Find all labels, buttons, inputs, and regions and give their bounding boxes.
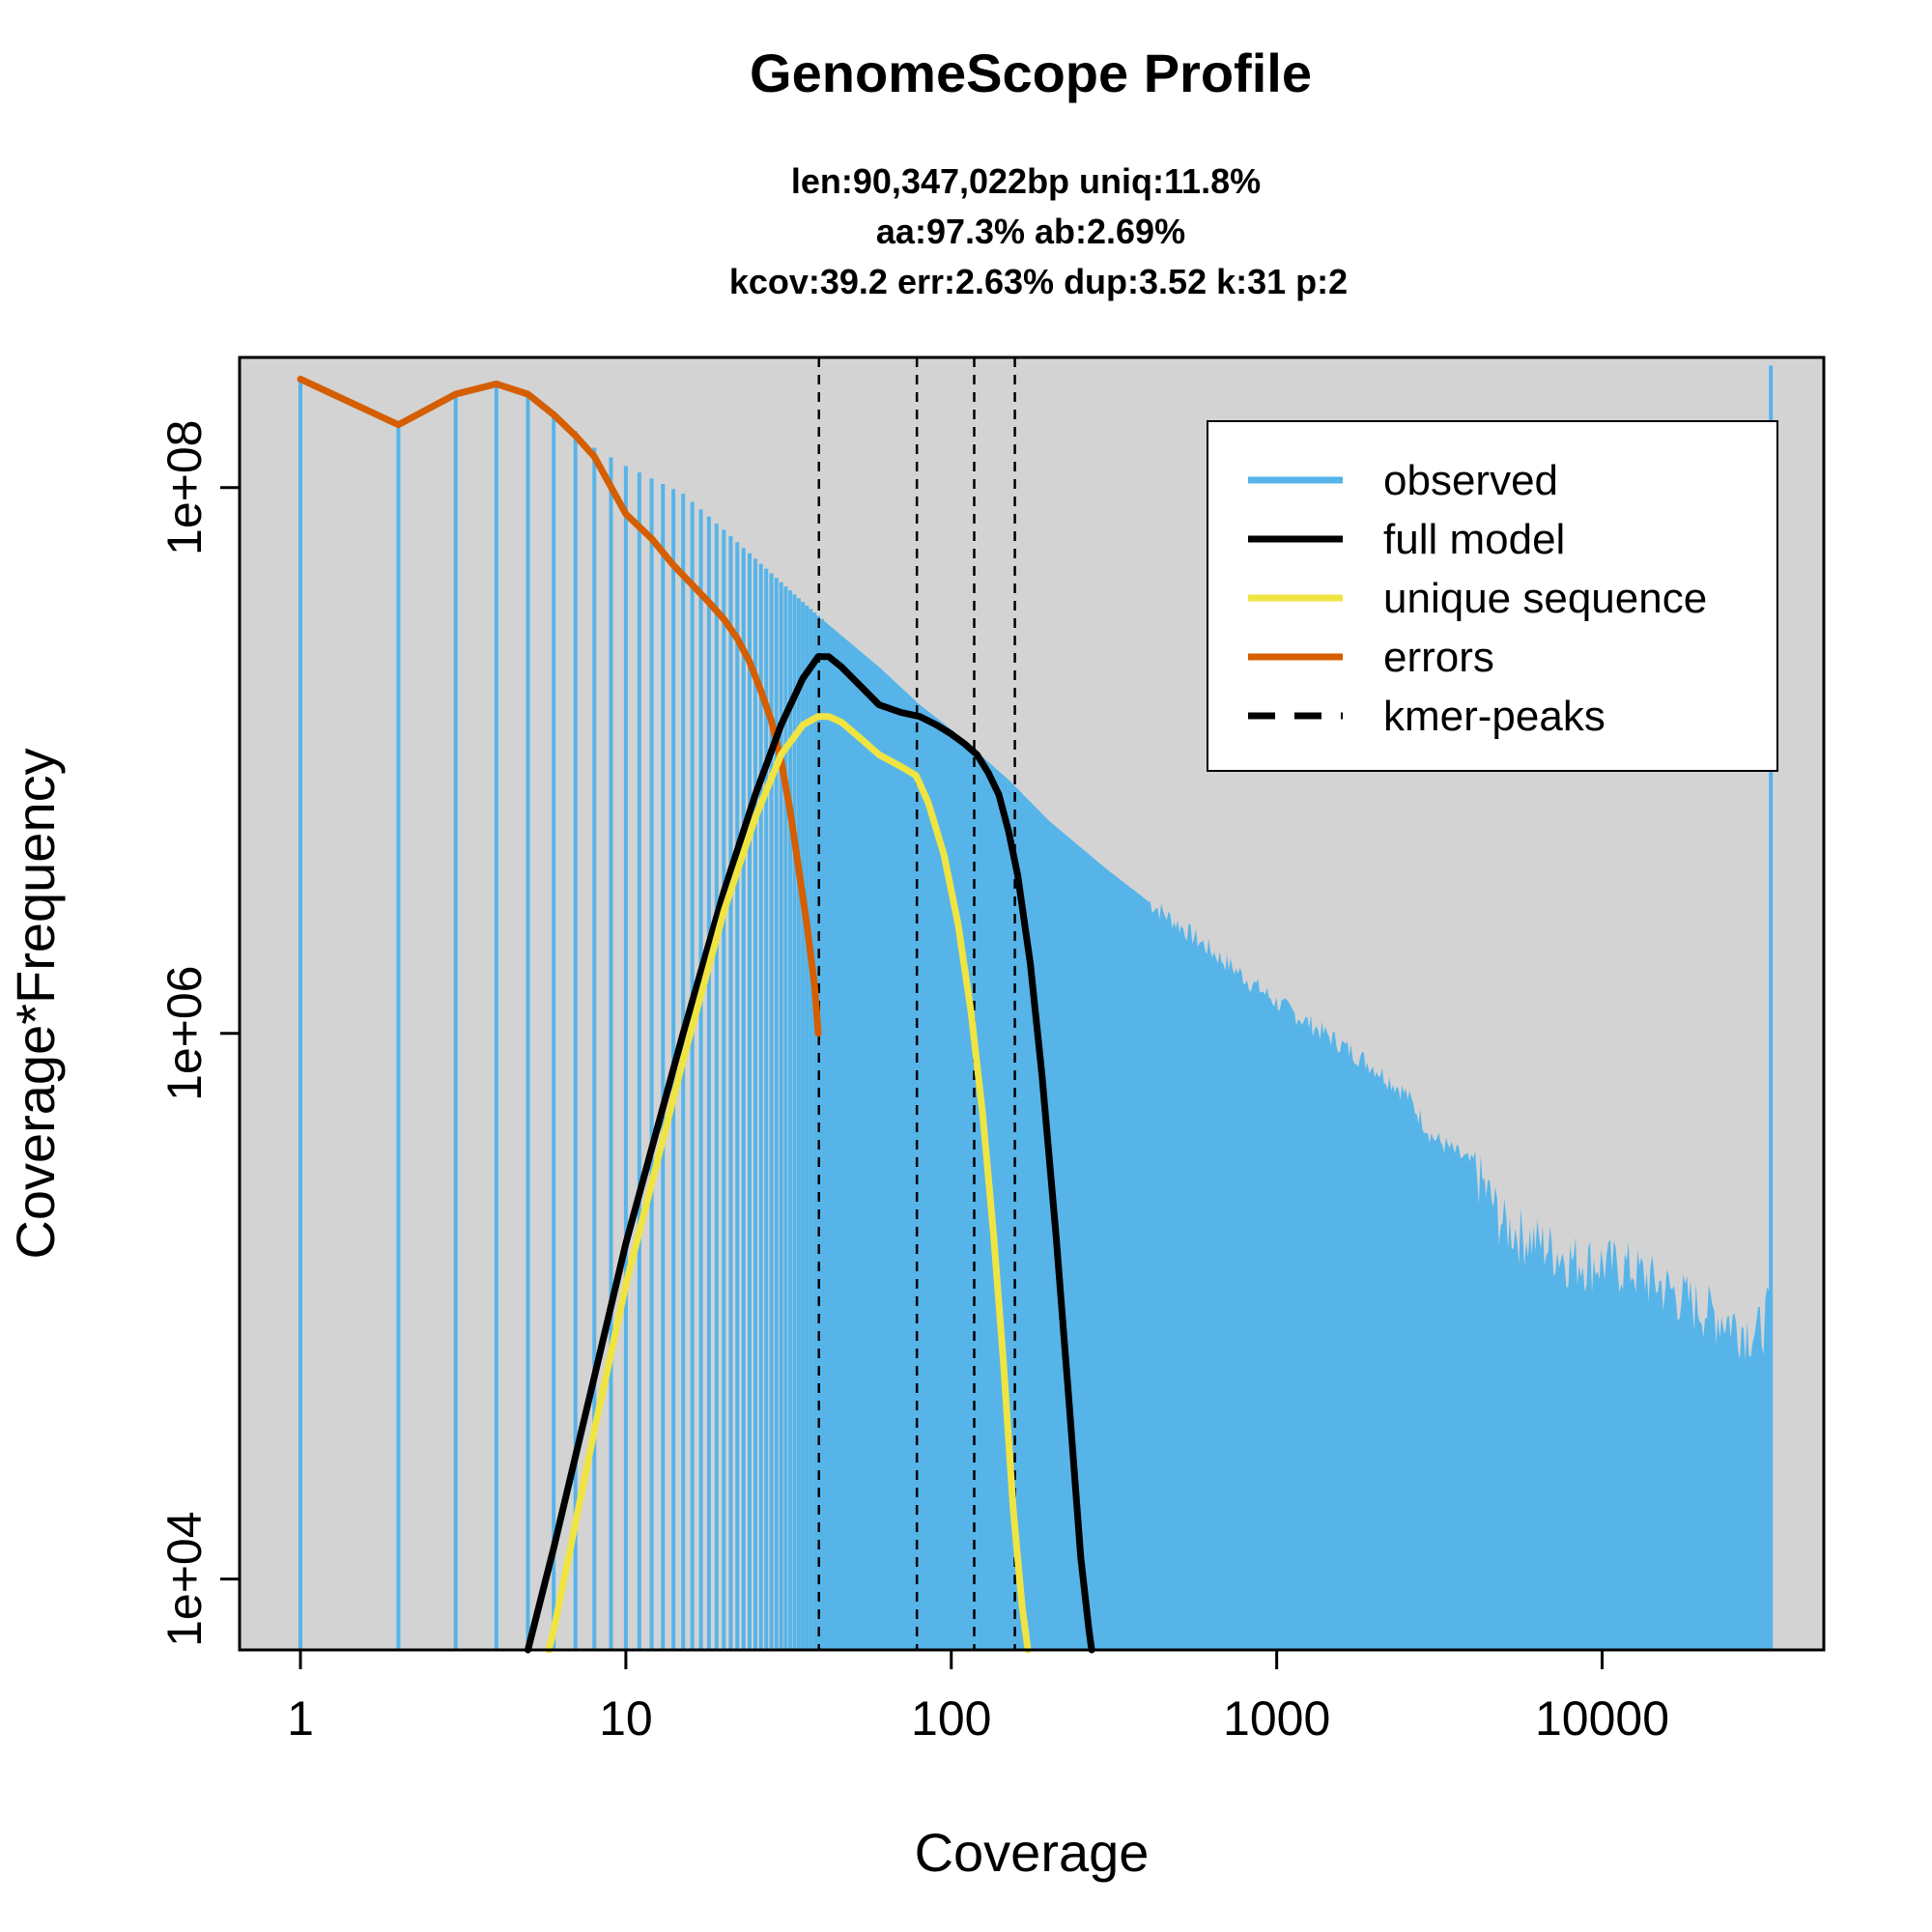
y-axis-label: Coverage*Frequency <box>5 748 66 1259</box>
y-tick-label: 1e+08 <box>157 420 212 555</box>
series-errors <box>297 375 822 1037</box>
model-lines-layer <box>297 375 1095 1654</box>
subtitle-line-2: aa:97.3% ab:2.69% <box>876 212 1185 251</box>
legend: observed full model unique sequence errors k… <box>1207 420 1778 772</box>
series-unique-sequence <box>545 713 1032 1654</box>
series-full-model <box>525 653 1095 1654</box>
axes-layer: 1 10 100 1000 10000 1e+04 1e+06 1e+08 <box>157 420 1669 1746</box>
observed-area <box>821 618 1772 1650</box>
x-axis-label: Coverage <box>915 1822 1150 1883</box>
legend-label: kmer-peaks <box>1383 693 1605 740</box>
chart-title: GenomeScope Profile <box>750 43 1312 103</box>
x-tick-label: 1 <box>287 1691 314 1746</box>
x-tick-label: 10 <box>599 1691 653 1746</box>
subtitle-line-1: len:90,347,022bp uniq:11.8% <box>791 161 1261 201</box>
x-tick-label: 100 <box>911 1691 991 1746</box>
x-tick-label: 10000 <box>1535 1691 1669 1746</box>
legend-label: errors <box>1383 634 1494 681</box>
x-tick-label: 1000 <box>1223 1691 1330 1746</box>
subtitle-line-3: kcov:39.2 err:2.63% dup:3.52 k:31 p:2 <box>729 262 1348 301</box>
y-tick-label: 1e+04 <box>157 1511 212 1646</box>
legend-label: unique sequence <box>1383 575 1707 622</box>
legend-label: observed <box>1383 457 1558 504</box>
legend-label: full model <box>1383 516 1565 563</box>
observed-layer <box>298 365 1774 1650</box>
y-tick-label: 1e+06 <box>157 965 212 1100</box>
